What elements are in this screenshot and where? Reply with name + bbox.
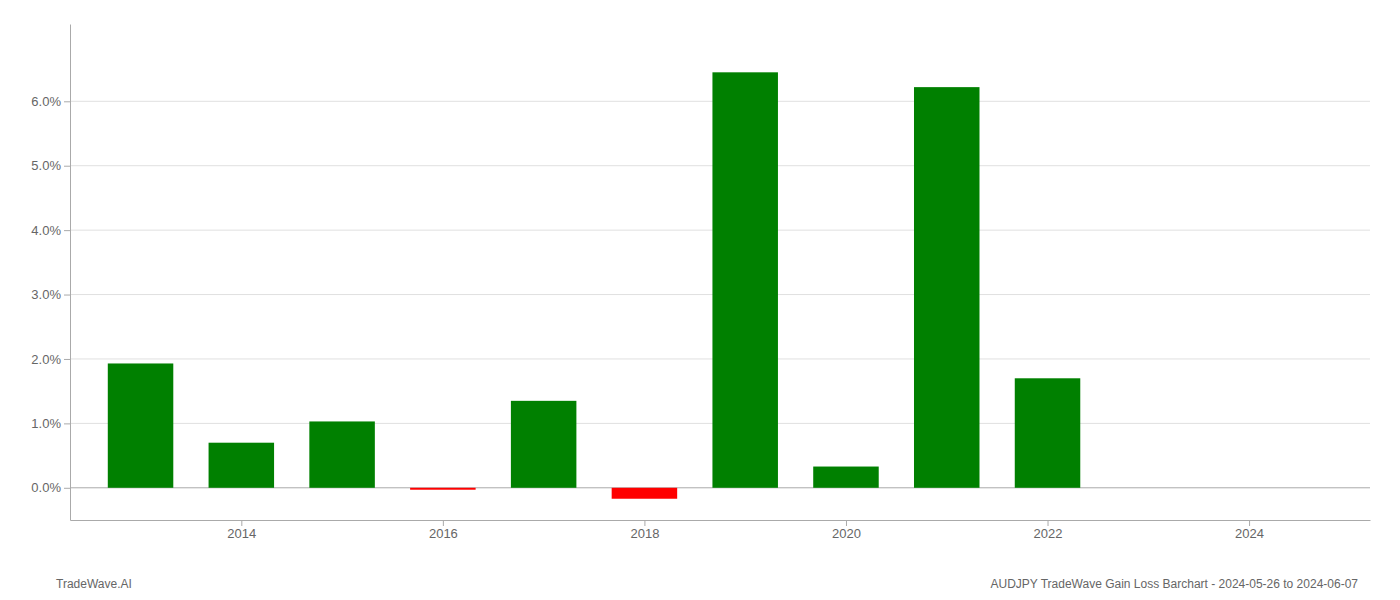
y-tick-label: 1.0%: [31, 416, 61, 431]
bar: [108, 363, 174, 487]
y-tick-mark: [64, 488, 70, 489]
x-tick: 2020: [832, 520, 861, 541]
x-tick-mark: [644, 520, 645, 526]
x-tick-mark: [443, 520, 444, 526]
bar: [1116, 487, 1182, 488]
x-tick-mark: [241, 520, 242, 526]
bar: [511, 401, 577, 488]
y-tick-mark: [64, 101, 70, 102]
x-tick-label: 2020: [832, 526, 861, 541]
x-tick-mark: [1249, 520, 1250, 526]
y-tick-label: 0.0%: [31, 480, 61, 495]
y-tick-mark: [64, 295, 70, 296]
bar: [914, 87, 980, 488]
y-tick-label: 6.0%: [31, 94, 61, 109]
y-tick-mark: [64, 359, 70, 360]
bars: [108, 72, 1080, 498]
x-tick-label: 2022: [1034, 526, 1063, 541]
bar: [209, 443, 275, 488]
bar: [612, 488, 678, 499]
x-tick: 2014: [227, 520, 256, 541]
y-tick: 0.0%: [31, 480, 70, 495]
x-tick-label: 2014: [227, 526, 256, 541]
y-tick: 2.0%: [31, 352, 70, 367]
chart: 0.0% 1.0% 2.0% 3.0% 4.0% 5.0% 6.0% 2014 2016 2018…: [0, 0, 1400, 600]
x-tick-mark: [846, 520, 847, 526]
y-tick-mark: [64, 166, 70, 167]
plot-area: 0.0% 1.0% 2.0% 3.0% 4.0% 5.0% 6.0% 2014 2016 2018…: [31, 25, 1370, 542]
x-tick: 2024: [1235, 520, 1264, 541]
y-tick: 5.0%: [31, 158, 70, 173]
bar: [1015, 378, 1081, 488]
y-tick-mark: [64, 230, 70, 231]
y-tick: 6.0%: [31, 94, 70, 109]
bar: [309, 421, 375, 487]
y-tick-label: 5.0%: [31, 158, 61, 173]
bar: [712, 72, 778, 487]
y-tick: 1.0%: [31, 416, 70, 431]
y-tick-label: 3.0%: [31, 287, 61, 302]
bar: [410, 488, 476, 490]
x-axis-line: [71, 520, 1371, 521]
y-tick: 3.0%: [31, 287, 70, 302]
x-tick-label: 2024: [1235, 526, 1264, 541]
x-axis: 2014 2016 2018 2020 2022 2024: [71, 520, 1371, 541]
y-tick: 4.0%: [31, 223, 70, 238]
x-tick: 2018: [630, 520, 659, 541]
footer: TradeWave.AI AUDJPY TradeWave Gain Loss B…: [56, 577, 1358, 591]
y-axis-line: [70, 25, 71, 521]
y-tick-mark: [64, 423, 70, 424]
x-tick-label: 2016: [429, 526, 458, 541]
x-tick-mark: [1048, 520, 1049, 526]
x-tick: 2016: [429, 520, 458, 541]
y-axis: 0.0% 1.0% 2.0% 3.0% 4.0% 5.0% 6.0%: [31, 25, 70, 521]
y-tick-label: 4.0%: [31, 223, 61, 238]
footer-right: AUDJPY TradeWave Gain Loss Barchart - 20…: [990, 577, 1358, 591]
footer-left: TradeWave.AI: [56, 577, 132, 591]
y-tick-label: 2.0%: [31, 352, 61, 367]
bar: [813, 467, 879, 488]
x-tick-label: 2018: [630, 526, 659, 541]
x-tick: 2022: [1034, 520, 1063, 541]
